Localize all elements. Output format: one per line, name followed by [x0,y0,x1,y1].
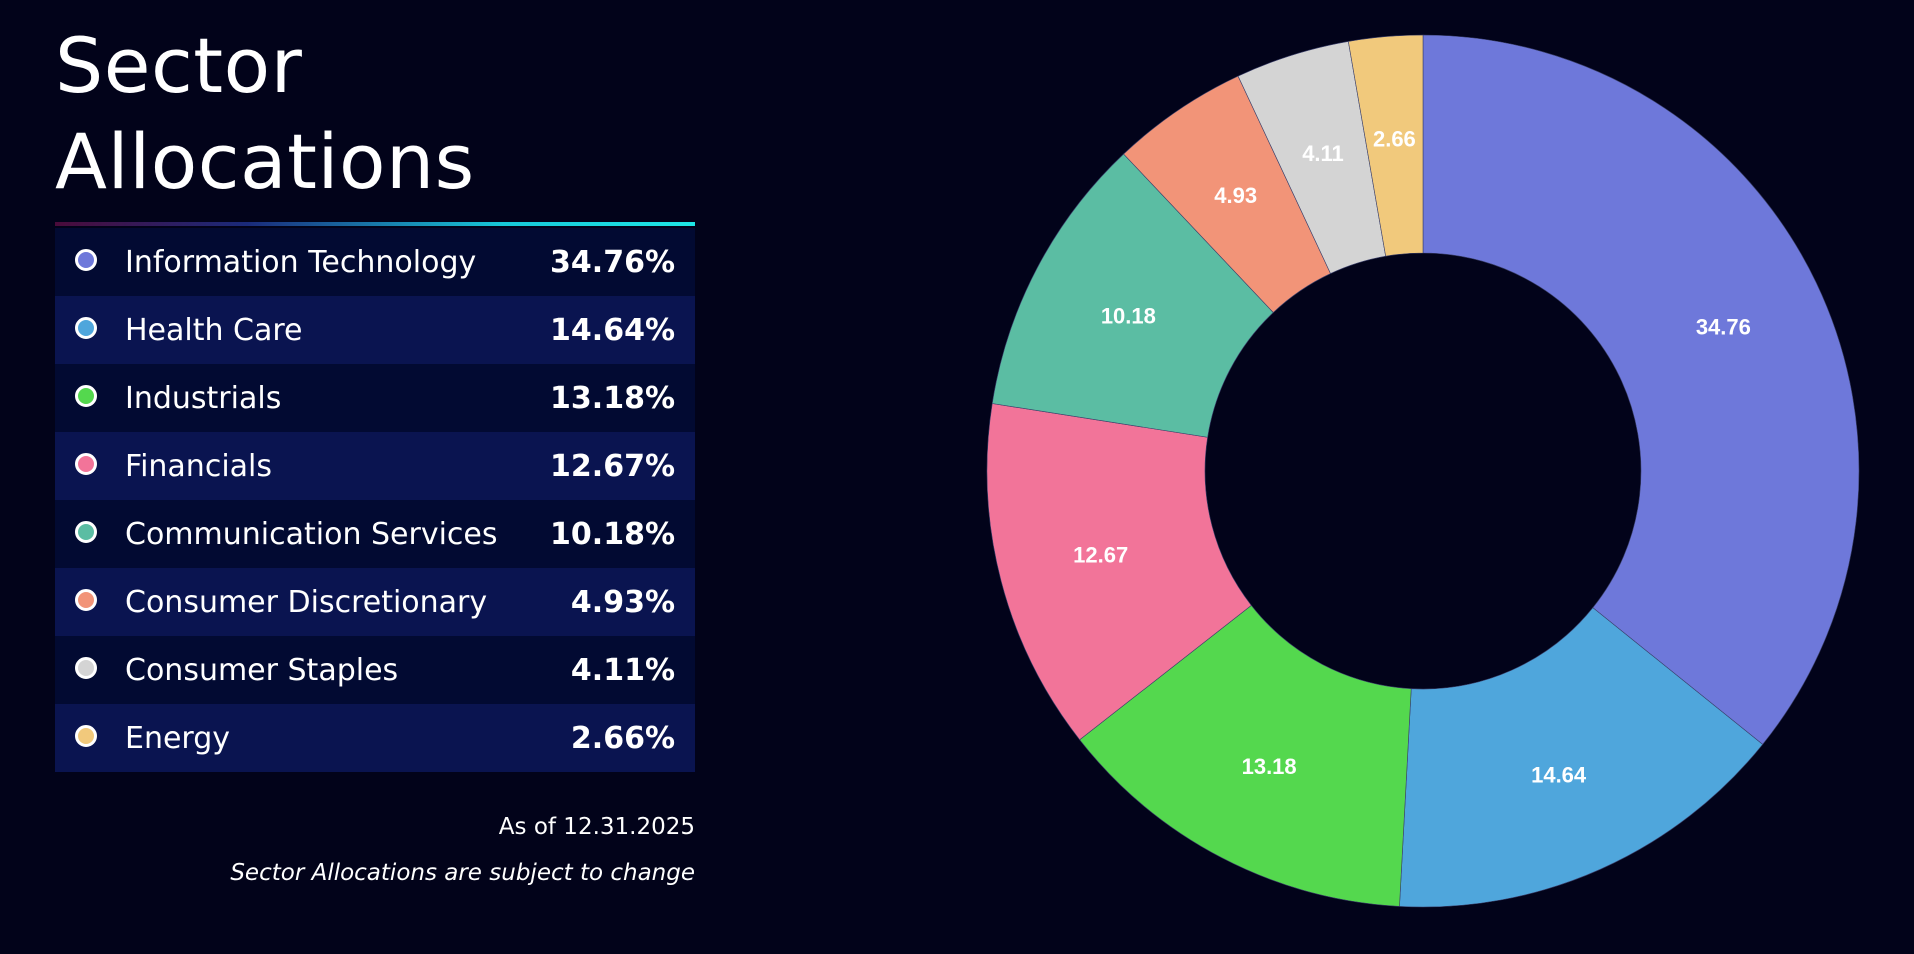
legend-value: 10.18% [550,516,675,552]
swatch-consumer-staples-icon [75,657,97,679]
legend-value: 2.66% [570,720,675,756]
swatch-communication-services-icon [75,521,97,543]
swatch-information-technology-icon [75,249,97,271]
legend-row-consumer-staples: Consumer Staples 4.11% [55,636,695,704]
slice-energy [1348,34,1424,257]
legend-label: Communication Services [125,516,498,552]
slice-label-communication-services: 10.18 [1101,303,1156,328]
legend-row-information-technology: Information Technology 34.76% [55,228,695,296]
legend-label: Energy [125,720,231,756]
left-panel: Sector Allocations Information Technolog… [55,18,695,886]
swatch-consumer-discretionary-icon [75,589,97,611]
slice-label-financials: 12.67 [1073,542,1128,567]
disclaimer: Sector Allocations are subject to change [230,860,695,886]
legend-label: Consumer Staples [125,652,399,688]
swatch-health-care-icon [75,317,97,339]
legend-row-consumer-discretionary: Consumer Discretionary 4.93% [55,568,695,636]
legend-label: Industrials [125,380,282,416]
legend-row-health-care: Health Care 14.64% [55,296,695,364]
legend-value: 14.64% [550,312,675,348]
slice-label-energy: 2.66 [1373,127,1416,152]
slice-label-industrials: 13.18 [1242,754,1297,779]
page-title: Sector Allocations [55,21,475,206]
legend-value: 4.11% [570,652,675,688]
slice-industrials [1079,604,1412,907]
legend-label: Health Care [125,312,303,348]
legend-row-industrials: Industrials 13.18% [55,364,695,432]
slice-communication-services [991,153,1274,438]
slice-financials [986,403,1252,741]
slice-label-consumer-discretionary: 4.93 [1214,183,1257,208]
legend-value: 34.76% [550,244,675,280]
swatch-energy-icon [75,725,97,747]
legend-label: Consumer Discretionary [125,584,488,620]
accent-divider [55,222,695,226]
donut-chart-container: 34.76 14.64 13.18 12.67 10.18 4.93 4.11 2.66 [960,0,1900,954]
legend-label: Information Technology [125,244,477,280]
legend-value: 12.67% [550,448,675,484]
slice-label-health-care: 14.64 [1531,763,1587,788]
legend-value: 13.18% [550,380,675,416]
donut-hole [1205,253,1641,689]
legend-row-energy: Energy 2.66% [55,704,695,772]
swatch-financials-icon [75,453,97,475]
donut-chart: 34.76 14.64 13.18 12.67 10.18 4.93 4.11 2.66 [986,34,1860,908]
as-of-date: As of 12.31.2025 [498,814,695,840]
slice-label-consumer-staples: 4.11 [1302,141,1344,166]
legend-label: Financials [125,448,272,484]
slice-information-technology [1422,34,1860,745]
slice-health-care [1399,607,1764,908]
legend-row-communication-services: Communication Services 10.18% [55,500,695,568]
legend: Information Technology 34.76% Health Car… [55,228,695,772]
legend-value: 4.93% [570,584,675,620]
slice-label-information-technology: 34.76 [1696,315,1751,340]
legend-row-financials: Financials 12.67% [55,432,695,500]
swatch-industrials-icon [75,385,97,407]
